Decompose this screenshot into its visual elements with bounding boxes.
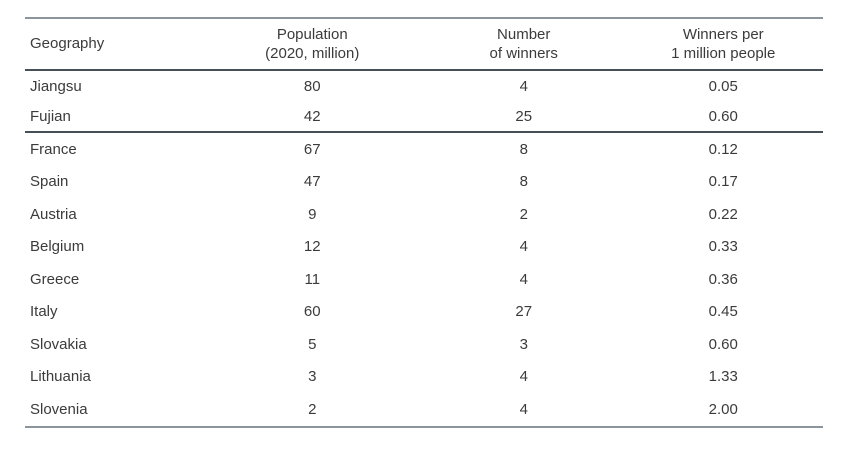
table-row: Belgium 12 4 0.33 xyxy=(25,231,823,264)
header-per-million-line1: Winners per xyxy=(682,25,764,43)
header-winners-line1: Number xyxy=(497,25,551,43)
cell-number-of-winners: 8 xyxy=(519,173,528,191)
table-body: Jiangsu 80 4 0.05 Fujian 42 25 0.60 Fran… xyxy=(25,70,823,427)
cell-geography: Fujian xyxy=(30,107,71,125)
cell-geography: Jiangsu xyxy=(30,77,82,95)
cell-geography: Austria xyxy=(30,205,77,223)
table-row: Austria 9 2 0.22 xyxy=(25,198,823,231)
cell-winners-per-million: 1.33 xyxy=(708,368,738,386)
cell-winners-per-million: 0.33 xyxy=(708,238,738,256)
cell-geography: France xyxy=(30,140,77,158)
cell-winners-per-million: 2.00 xyxy=(708,400,738,418)
cell-population: 67 xyxy=(303,140,321,158)
header-population: Population (2020, million) xyxy=(201,18,424,70)
header-population-line1: Population xyxy=(276,25,348,43)
cell-population: 5 xyxy=(308,335,317,353)
cell-geography: Italy xyxy=(30,303,58,321)
table-row: Slovenia 2 4 2.00 xyxy=(25,393,823,427)
header-winners-line2: of winners xyxy=(489,45,558,62)
cell-geography: Belgium xyxy=(30,238,85,256)
cell-geography: Lithuania xyxy=(30,368,91,386)
cell-number-of-winners: 2 xyxy=(519,205,528,223)
cell-population: 12 xyxy=(303,238,321,256)
cell-population: 47 xyxy=(303,173,321,191)
header-row: Geography Population (2020, million) Num… xyxy=(25,18,823,70)
cell-population: 3 xyxy=(308,368,317,386)
cell-geography: Greece xyxy=(30,270,80,288)
cell-winners-per-million: 0.60 xyxy=(708,107,738,125)
table-row: Fujian 42 25 0.60 xyxy=(25,101,823,132)
table-row: Lithuania 3 4 1.33 xyxy=(25,361,823,394)
cell-geography: Spain xyxy=(30,173,69,191)
data-table: Geography Population (2020, million) Num… xyxy=(25,17,823,428)
cell-population: 42 xyxy=(303,107,321,125)
cell-number-of-winners: 4 xyxy=(519,77,528,95)
header-per-million-line2: 1 million people xyxy=(671,45,776,62)
cell-winners-per-million: 0.17 xyxy=(708,173,738,191)
cell-number-of-winners: 4 xyxy=(519,270,528,288)
cell-population: 2 xyxy=(308,400,317,418)
cell-number-of-winners: 4 xyxy=(519,400,528,418)
cell-number-of-winners: 25 xyxy=(515,107,533,125)
cell-winners-per-million: 0.45 xyxy=(708,303,738,321)
header-population-line2: (2020, million) xyxy=(265,45,360,62)
cell-population: 11 xyxy=(304,270,321,288)
header-geography: Geography xyxy=(25,18,201,70)
cell-winners-per-million: 0.60 xyxy=(708,335,738,353)
table-row: Spain 47 8 0.17 xyxy=(25,166,823,199)
cell-number-of-winners: 27 xyxy=(515,303,533,321)
header-number-of-winners: Number of winners xyxy=(424,18,624,70)
cell-geography: Slovakia xyxy=(30,335,87,353)
cell-winners-per-million: 0.36 xyxy=(708,270,738,288)
cell-winners-per-million: 0.22 xyxy=(708,205,738,223)
cell-geography: Slovenia xyxy=(30,400,88,418)
table-row: Slovakia 5 3 0.60 xyxy=(25,328,823,361)
cell-winners-per-million: 0.12 xyxy=(708,140,738,158)
table-row: Jiangsu 80 4 0.05 xyxy=(25,70,823,101)
cell-number-of-winners: 3 xyxy=(519,335,528,353)
table-row: Italy 60 27 0.45 xyxy=(25,296,823,329)
table-row: Greece 11 4 0.36 xyxy=(25,263,823,296)
cell-population: 80 xyxy=(303,77,321,95)
header-geography-label: Geography xyxy=(30,35,105,53)
cell-number-of-winners: 4 xyxy=(519,368,528,386)
table-header: Geography Population (2020, million) Num… xyxy=(25,18,823,70)
cell-population: 9 xyxy=(308,205,317,223)
table-row: France 67 8 0.12 xyxy=(25,132,823,166)
cell-number-of-winners: 4 xyxy=(519,238,528,256)
cell-winners-per-million: 0.05 xyxy=(708,77,738,95)
header-winners-per-million: Winners per 1 million people xyxy=(623,18,823,70)
cell-population: 60 xyxy=(303,303,321,321)
cell-number-of-winners: 8 xyxy=(519,140,528,158)
